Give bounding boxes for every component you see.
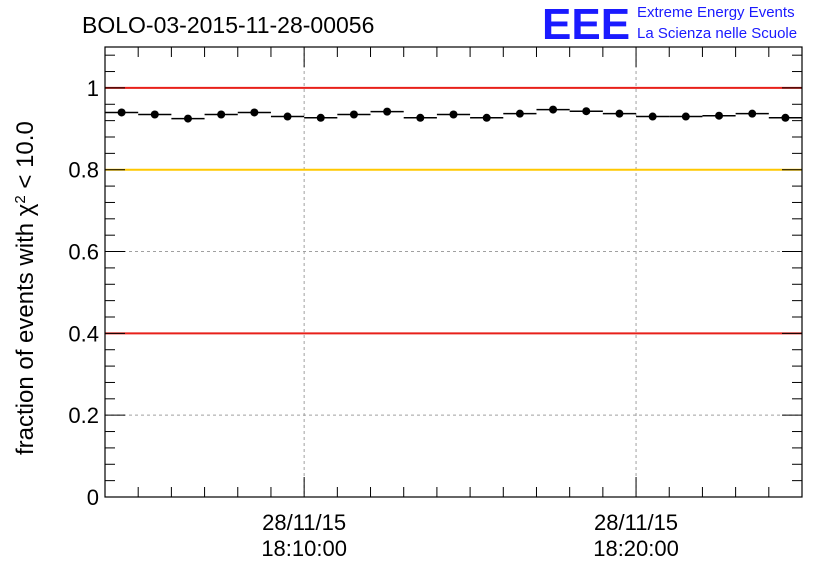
data-point [436,110,471,119]
data-point [171,114,205,123]
data-point-marker [648,112,657,121]
x-tick-label-date: 28/11/15 [262,510,346,535]
y-tick-label: 0.2 [68,403,99,428]
logo-line1: Extreme Energy Events [637,4,795,21]
y-axis-title-suffix: < 10.0 [12,121,39,195]
data-point [470,113,504,122]
data-point-marker [416,113,425,122]
data-point-marker [449,110,458,119]
data-point [636,112,670,121]
data-point [403,113,437,122]
x-tick-label-date: 28/11/15 [594,510,678,535]
y-tick-label: 0 [87,485,99,510]
data-point-marker [615,109,624,118]
y-tick-label: 0.6 [68,240,99,265]
reference-lines [105,86,802,335]
data-point-marker [715,111,724,120]
data-point [105,108,139,117]
data-point-marker [549,105,558,114]
data-point [370,107,404,116]
y-axis-title-sup: 2 [12,195,29,203]
y-tick-label: 0.8 [68,158,99,183]
data-point-marker [150,110,159,119]
y-axis-title-prefix: fraction of events with χ [12,203,39,455]
x-tick-label-time: 18:10:00 [261,536,347,561]
data-point-marker [250,108,259,117]
data-point-marker [748,109,757,118]
axis-ticks [105,47,802,498]
data-point-marker [781,113,790,122]
data-point [569,107,603,116]
plot-frame [104,46,803,498]
data-point-marker [383,107,392,116]
data-point-marker [117,108,126,117]
data-point [204,110,238,119]
logo-letters: EEE [542,0,630,49]
data-point [702,111,736,120]
data-point [503,109,537,118]
data-point [669,112,703,121]
data-points [105,105,802,123]
plot-area-border [104,46,803,498]
data-point-marker [217,110,226,119]
data-point [735,109,769,118]
y-tick-label: 1 [87,76,99,101]
data-point-marker [482,113,491,122]
data-point [536,105,570,114]
y-tick-labels: 0 0.2 0.4 0.6 0.8 1 [68,76,99,510]
eee-logo: EEE Extreme Energy Events La Scienza nel… [542,0,797,49]
x-tick-label-time: 18:20:00 [593,536,679,561]
data-point [237,108,271,117]
data-point-marker [183,114,192,123]
data-point [138,110,172,119]
chart-title: BOLO-03-2015-11-28-00056 [82,12,374,38]
data-point [602,109,637,118]
data-point [270,112,305,121]
data-point [337,110,371,119]
data-point-marker [681,112,690,121]
data-point-marker [316,113,325,122]
logo-line2: La Scienza nelle Scuole [637,25,797,42]
data-point-marker [349,110,358,119]
y-tick-label: 0.4 [68,321,99,346]
data-point [768,113,802,122]
data-point-marker [582,107,591,116]
data-point [304,113,338,122]
y-axis-title: fraction of events with χ2 < 10.0 [12,121,40,455]
data-point-marker [283,112,292,121]
data-point-marker [515,109,524,118]
